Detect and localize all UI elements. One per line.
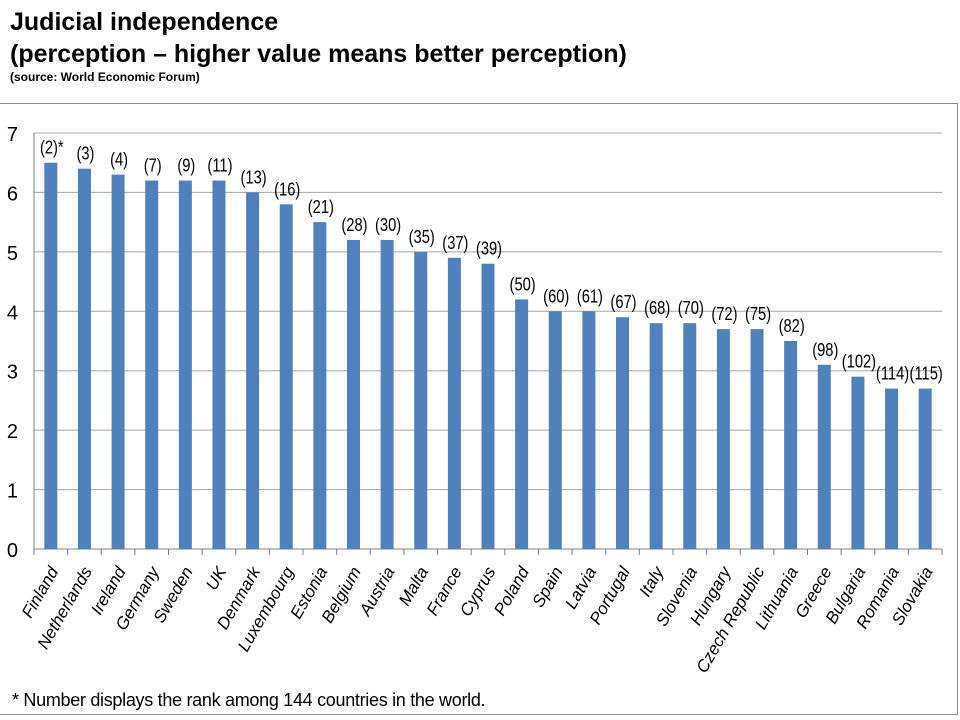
bar-chart: 01234567(2)*Finland(3)Netherlands(4)Irel… (7, 124, 943, 676)
bar (817, 364, 831, 549)
data-label: (13) (241, 167, 267, 188)
data-label: (70) (678, 297, 704, 318)
data-label: (114) (876, 363, 909, 384)
bar (279, 204, 293, 550)
data-label: (72) (711, 303, 737, 324)
bar (649, 323, 663, 549)
y-tick-label: 7 (7, 124, 18, 146)
footnote: * Number displays the rank among 144 cou… (12, 690, 486, 710)
y-tick-label: 0 (7, 540, 18, 562)
data-label: (60) (543, 286, 569, 307)
data-label: (28) (341, 214, 367, 235)
bar (447, 257, 461, 549)
data-label: (11) (207, 155, 232, 176)
bar (414, 251, 428, 549)
bar (784, 341, 798, 549)
bar (683, 323, 697, 549)
bar (515, 299, 529, 549)
bar (750, 329, 764, 549)
source-note: (source: World Economic Forum) (10, 70, 200, 84)
chart-frame: 0 1 2 3 4 5 6 7 (2)* Finland (3) Netherlands (4) Irel… (0, 103, 958, 715)
x-category-label: UK (202, 563, 231, 594)
data-label: (115) (910, 363, 943, 384)
chart-subtitle: (perception – higher value means better … (10, 40, 627, 68)
data-label: (68) (644, 297, 670, 318)
bar (851, 376, 865, 549)
y-tick-label: 2 (7, 421, 18, 443)
data-label: (3) (76, 143, 94, 164)
data-label: (61) (577, 286, 603, 307)
bar (212, 180, 226, 549)
bar (885, 388, 899, 549)
data-label: (50) (510, 274, 536, 295)
data-label: (2)* (40, 137, 64, 158)
bar (380, 239, 394, 549)
y-tick-label: 3 (7, 362, 18, 384)
bar (111, 174, 125, 549)
x-category-label: Italy (636, 562, 669, 600)
data-label: (16) (274, 179, 300, 200)
y-tick-label: 1 (7, 481, 18, 503)
bar (246, 192, 260, 549)
data-label: (35) (409, 226, 435, 247)
bar (548, 311, 562, 549)
data-label: (37) (442, 232, 468, 253)
bar (716, 329, 730, 549)
chart-title: Judicial independence (10, 8, 279, 36)
bar (178, 180, 192, 549)
y-tick-label: 4 (7, 302, 18, 324)
data-label: (75) (745, 303, 771, 324)
bar (918, 388, 932, 549)
y-tick-label: 6 (7, 183, 18, 205)
data-label: (82) (779, 315, 805, 336)
bar (346, 239, 360, 549)
data-label: (67) (610, 291, 636, 312)
data-label: (9) (177, 155, 195, 176)
data-label: (98) (812, 339, 838, 360)
data-label: (39) (476, 238, 502, 259)
data-label: (4) (110, 149, 128, 170)
data-label: (102) (842, 351, 876, 372)
bar (77, 168, 91, 549)
bar (44, 162, 58, 549)
bar (582, 311, 596, 549)
data-label: (30) (375, 214, 401, 235)
title-block: Judicial independence (perception – high… (10, 6, 627, 84)
data-label: (21) (308, 196, 334, 217)
bar (481, 263, 495, 549)
bar (313, 222, 327, 549)
y-tick-label: 5 (7, 243, 18, 265)
data-label: (7) (144, 155, 162, 176)
bar (616, 317, 630, 549)
bar (145, 180, 159, 549)
